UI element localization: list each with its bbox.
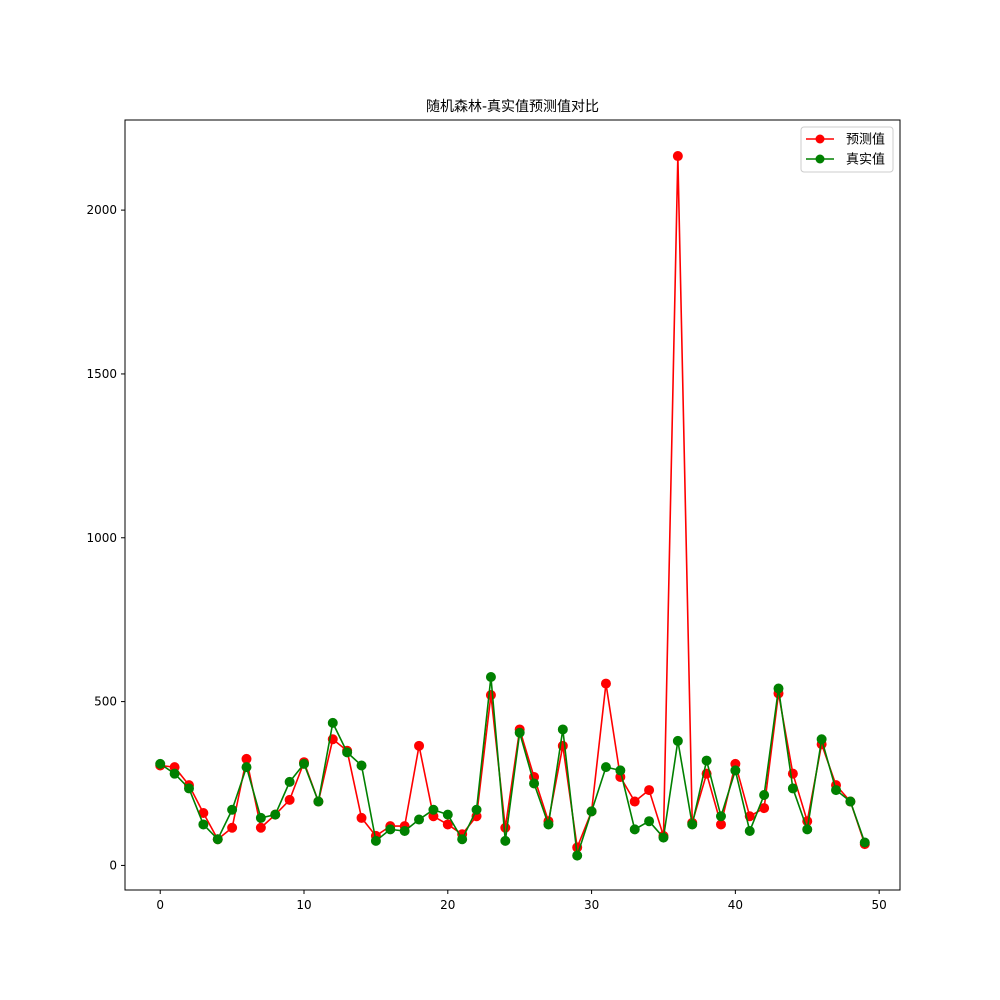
y-tick-label: 2000: [86, 203, 117, 217]
series-layer: [155, 151, 870, 861]
data-point: [356, 760, 367, 771]
data-point: [212, 834, 223, 845]
data-point: [356, 812, 367, 823]
data-point: [514, 727, 525, 738]
data-point: [385, 824, 396, 835]
data-point: [730, 765, 741, 776]
x-tick-label: 30: [584, 898, 599, 912]
data-point: [442, 809, 453, 820]
data-point: [845, 796, 856, 807]
data-point: [600, 762, 611, 773]
data-point: [485, 672, 496, 683]
data-point: [759, 789, 770, 800]
data-point: [831, 785, 842, 796]
data-point: [183, 783, 194, 794]
data-point: [370, 835, 381, 846]
data-point: [744, 826, 755, 837]
chart-title: 随机森林-真实值预测值对比: [426, 99, 599, 115]
data-point: [270, 809, 281, 820]
x-tick-label: 40: [728, 898, 743, 912]
x-axis: 0 10 20 30 40 50: [156, 890, 887, 912]
data-point: [529, 778, 540, 789]
data-point: [658, 832, 669, 843]
data-point: [471, 804, 482, 815]
data-point: [701, 755, 712, 766]
data-point: [672, 735, 683, 746]
data-point: [773, 683, 784, 694]
series-actual: [155, 672, 870, 861]
data-point: [859, 837, 870, 848]
y-tick-label: 1000: [86, 531, 117, 545]
data-point: [802, 824, 813, 835]
plot-frame: [124, 119, 901, 891]
data-point: [629, 796, 640, 807]
x-tick-label: 20: [440, 898, 455, 912]
x-tick-label: 10: [296, 898, 311, 912]
data-point: [313, 796, 324, 807]
data-point: [715, 819, 726, 830]
data-point: [414, 814, 425, 825]
data-point: [586, 806, 597, 817]
data-point: [284, 776, 295, 787]
data-point: [500, 835, 511, 846]
data-point: [327, 717, 338, 728]
series-line: [160, 155, 866, 849]
y-tick-label: 500: [94, 695, 117, 709]
data-point: [299, 758, 310, 769]
data-point: [500, 822, 511, 833]
legend-label: 真实值: [846, 152, 885, 168]
data-point: [414, 740, 425, 751]
data-point: [399, 826, 410, 837]
y-axis: 0 500 1000 1500 2000: [86, 203, 125, 872]
data-point: [485, 690, 496, 701]
data-point: [342, 747, 353, 758]
data-point: [672, 151, 683, 162]
data-point: [816, 734, 827, 745]
data-point: [198, 819, 209, 830]
y-tick-label: 1500: [86, 367, 117, 381]
series-predicted: [155, 151, 870, 853]
legend-marker: [815, 134, 825, 144]
y-tick-label: 0: [109, 858, 117, 872]
data-point: [644, 816, 655, 827]
x-tick-label: 50: [872, 898, 887, 912]
x-tick-label: 0: [156, 898, 164, 912]
data-point: [715, 811, 726, 822]
data-point: [227, 804, 238, 815]
data-point: [543, 819, 554, 830]
data-point: [442, 819, 453, 830]
data-point: [644, 785, 655, 796]
series-line: [159, 676, 866, 857]
data-point: [284, 794, 295, 805]
data-point: [600, 678, 611, 689]
data-point: [155, 758, 166, 769]
data-point: [687, 819, 698, 830]
data-point: [428, 804, 439, 815]
data-point: [227, 822, 238, 833]
legend-marker: [815, 154, 825, 164]
data-point: [629, 824, 640, 835]
legend-label: 预测值: [846, 132, 885, 148]
data-point: [241, 753, 252, 764]
data-point: [457, 834, 468, 845]
data-point: [787, 783, 798, 794]
data-point: [557, 724, 568, 735]
data-point: [572, 850, 583, 861]
data-point: [615, 765, 626, 776]
data-point: [241, 762, 252, 773]
data-point: [255, 822, 266, 833]
data-point: [255, 812, 266, 823]
data-point: [169, 768, 180, 779]
